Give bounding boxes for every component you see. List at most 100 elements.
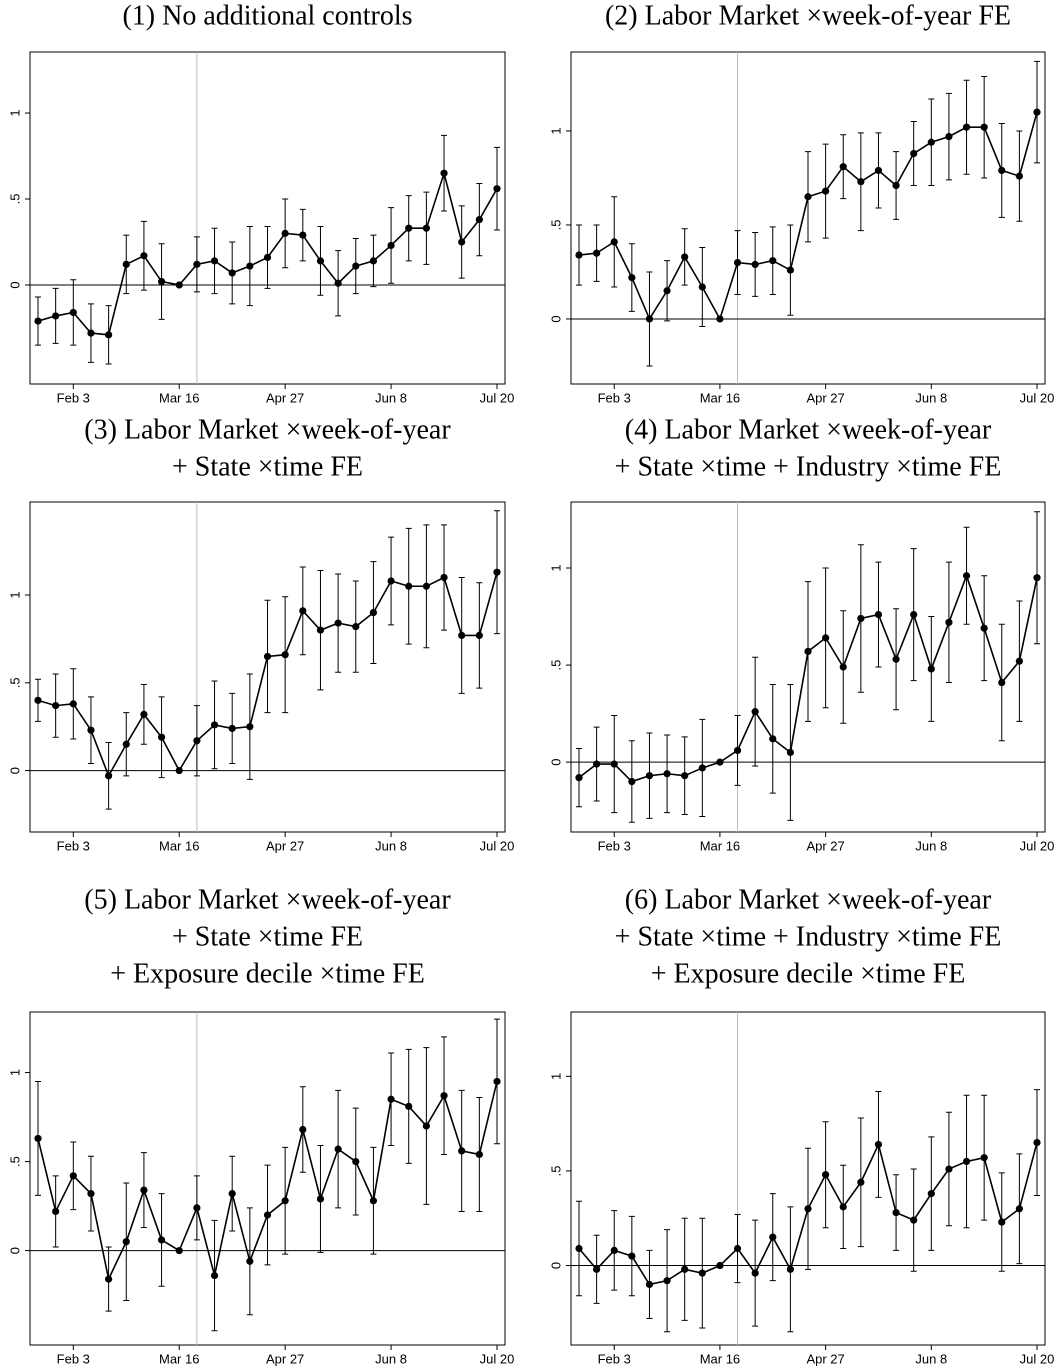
point	[575, 251, 583, 259]
point	[281, 229, 289, 237]
point	[857, 1178, 865, 1186]
plot-frame	[29, 1011, 506, 1346]
x-tick-label: Jun 8	[375, 1351, 407, 1366]
point	[175, 281, 183, 289]
point	[140, 1186, 148, 1194]
panel-title: (6) Labor Market ×week-of-year	[625, 884, 992, 915]
point	[980, 123, 988, 131]
point	[857, 178, 865, 186]
x-tick-label: Apr 27	[806, 390, 844, 405]
x-tick-label: Jun 8	[375, 838, 407, 853]
panel-title: (4) Labor Market ×week-of-year	[625, 414, 992, 445]
panel-title: + Exposure decile ×time FE	[110, 958, 425, 989]
point	[716, 758, 724, 766]
x-tick-label: Jul 20	[480, 1351, 515, 1366]
point	[493, 1077, 501, 1086]
plot-frame	[570, 1011, 1046, 1346]
point	[228, 1190, 236, 1198]
x-tick-label: Apr 27	[266, 1351, 304, 1366]
point	[87, 726, 95, 734]
y-tick-label: 1	[7, 591, 22, 598]
point	[122, 260, 130, 268]
point	[69, 700, 77, 708]
point	[945, 618, 953, 626]
point	[910, 149, 918, 158]
point	[157, 277, 166, 286]
point	[369, 257, 378, 265]
point	[352, 1157, 360, 1166]
point	[1033, 574, 1041, 582]
point	[122, 1238, 130, 1246]
point	[628, 1252, 636, 1260]
x-tick-label: Feb 3	[57, 1351, 90, 1366]
point	[857, 614, 865, 623]
x-tick-label: Feb 3	[57, 838, 90, 853]
point	[52, 1207, 60, 1216]
point	[387, 241, 395, 250]
point	[210, 257, 219, 265]
point	[369, 608, 378, 617]
point	[645, 772, 654, 780]
point	[962, 1157, 971, 1166]
point	[927, 138, 935, 146]
point	[575, 1244, 583, 1253]
point	[246, 262, 254, 270]
point	[769, 735, 777, 743]
panel-title: + Exposure decile ×time FE	[651, 958, 966, 989]
point	[493, 185, 501, 193]
point	[681, 772, 689, 780]
point	[105, 1275, 113, 1283]
point	[998, 166, 1006, 175]
point	[733, 1244, 742, 1253]
y-tick-label: .5	[548, 660, 563, 671]
panel-title: (2) Labor Market ×week-of-year FE	[605, 0, 1011, 31]
point	[316, 257, 325, 265]
y-tick-label: 1	[7, 109, 22, 116]
x-tick-label: Jun 8	[375, 390, 407, 405]
panel-title: (1) No additional controls	[122, 0, 412, 31]
point	[998, 678, 1006, 687]
point	[228, 269, 236, 277]
point	[822, 1171, 830, 1179]
point	[769, 1233, 777, 1241]
point	[962, 572, 971, 580]
point	[892, 1208, 900, 1217]
point	[698, 283, 706, 291]
x-tick-label: Jun 8	[915, 1351, 947, 1366]
panel-title: (5) Labor Market ×week-of-year	[84, 884, 451, 915]
point	[839, 163, 847, 171]
x-tick-label: Jul 20	[1020, 1351, 1055, 1366]
point	[910, 610, 918, 619]
panel-title: + State ×time FE	[172, 921, 363, 952]
point	[927, 665, 935, 673]
y-tick-label: 0	[548, 315, 563, 322]
point	[157, 1236, 166, 1244]
point	[733, 258, 742, 267]
y-tick-label: 1	[548, 1073, 563, 1080]
point	[175, 766, 183, 775]
point	[263, 652, 272, 661]
point	[52, 702, 60, 710]
point	[210, 721, 219, 729]
point	[246, 1257, 254, 1265]
point	[52, 312, 60, 320]
x-tick-label: Jul 20	[1020, 390, 1055, 405]
point	[334, 619, 342, 627]
point	[263, 1211, 272, 1219]
point	[299, 1125, 307, 1134]
x-tick-label: Feb 3	[57, 390, 90, 405]
point	[458, 631, 466, 640]
point	[69, 1172, 77, 1180]
point	[681, 253, 689, 261]
point	[299, 607, 307, 615]
point	[910, 1216, 918, 1224]
point	[140, 252, 148, 260]
panel-title: + State ×time + Industry ×time FE	[615, 921, 1002, 952]
point	[645, 315, 654, 323]
point	[628, 777, 636, 786]
x-tick-label: Jul 20	[1020, 838, 1055, 853]
point	[246, 723, 254, 731]
point	[122, 740, 130, 748]
